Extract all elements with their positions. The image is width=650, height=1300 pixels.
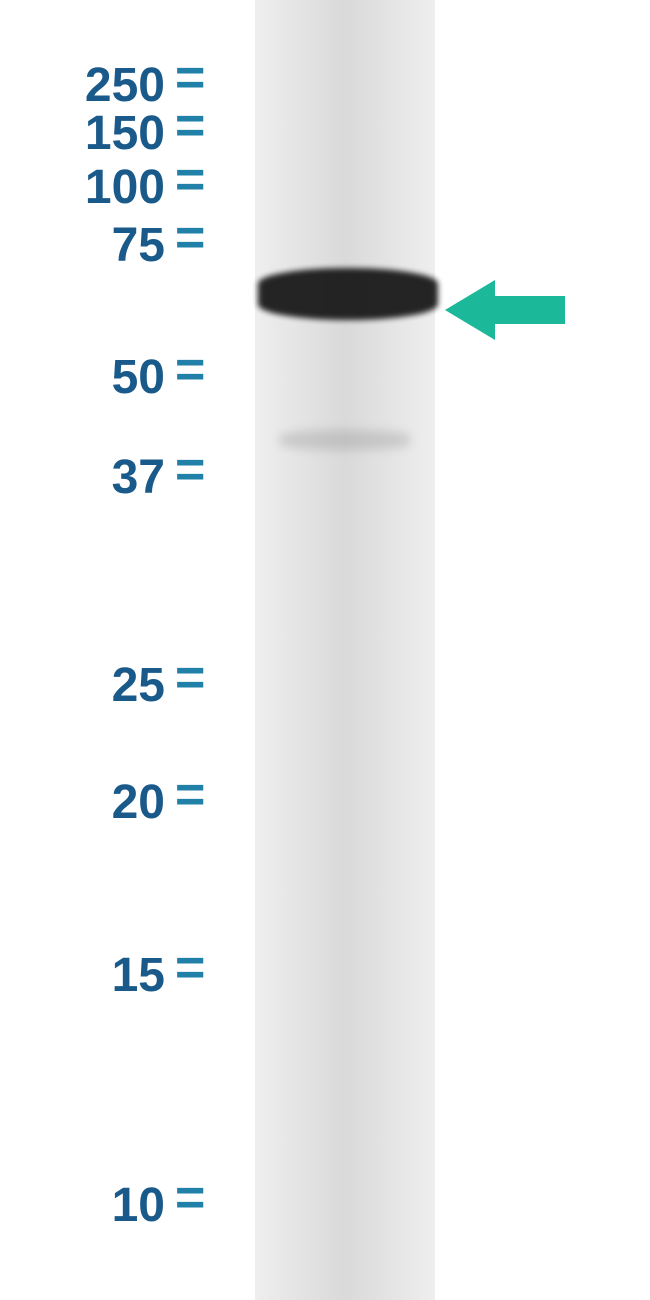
molecular-weight-tick-15: = (175, 938, 205, 998)
molecular-weight-tick-50: = (175, 340, 205, 400)
molecular-weight-tick-150: = (175, 96, 205, 156)
molecular-weight-label-50: 50 (30, 350, 165, 405)
molecular-weight-label-37: 37 (30, 450, 165, 505)
molecular-weight-label-250: 250 (30, 58, 165, 113)
molecular-weight-tick-25: = (175, 648, 205, 708)
molecular-weight-tick-20: = (175, 765, 205, 825)
protein-band-1 (280, 430, 410, 450)
arrow-shaft (495, 296, 565, 324)
molecular-weight-label-25: 25 (30, 658, 165, 713)
western-blot-container: 250=150=100=75=50=37=25=20=15=10= (0, 0, 650, 1300)
molecular-weight-tick-100: = (175, 150, 205, 210)
molecular-weight-label-10: 10 (30, 1178, 165, 1233)
molecular-weight-tick-10: = (175, 1168, 205, 1228)
molecular-weight-label-75: 75 (30, 218, 165, 273)
molecular-weight-label-100: 100 (30, 160, 165, 215)
protein-band-0 (258, 268, 438, 320)
arrow-head-icon (445, 280, 495, 340)
molecular-weight-tick-75: = (175, 208, 205, 268)
molecular-weight-label-150: 150 (30, 106, 165, 161)
molecular-weight-label-15: 15 (30, 948, 165, 1003)
molecular-weight-label-20: 20 (30, 775, 165, 830)
molecular-weight-tick-37: = (175, 440, 205, 500)
gel-lane (255, 0, 435, 1300)
